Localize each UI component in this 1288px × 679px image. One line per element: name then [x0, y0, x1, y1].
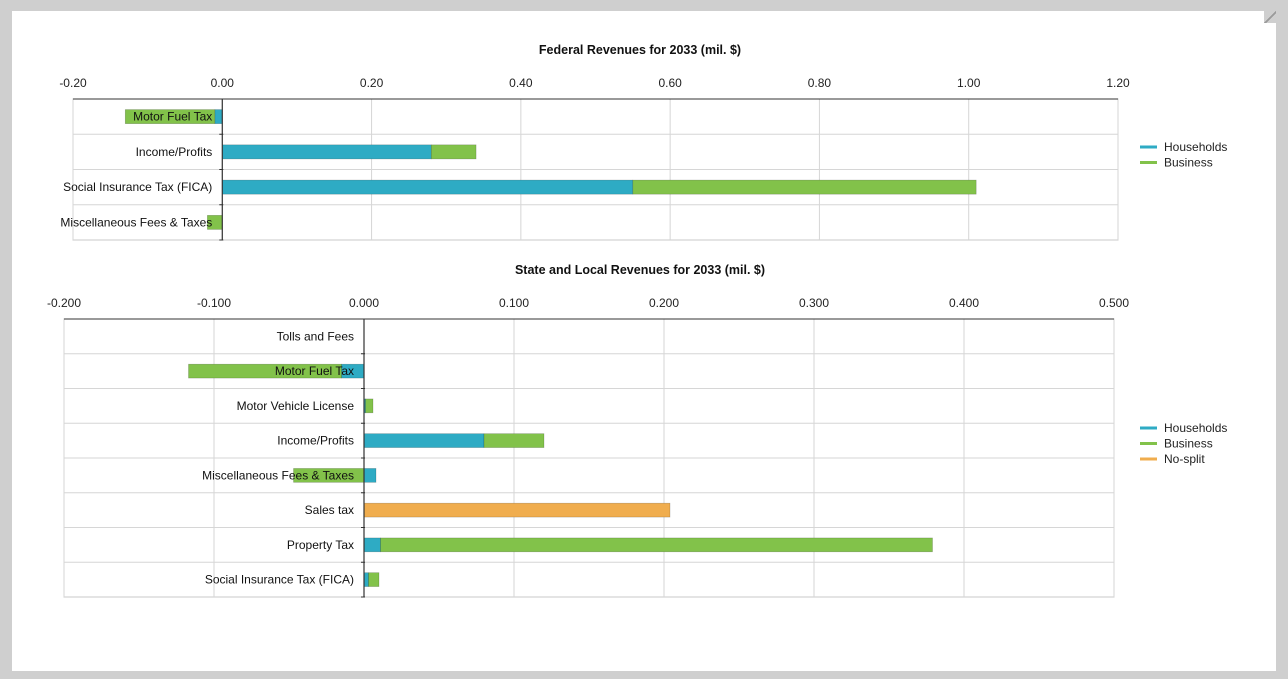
x-tick-label: 0.60 — [658, 76, 682, 90]
x-tick-label: 1.00 — [957, 76, 981, 90]
bar-households — [214, 109, 223, 124]
category-label: Miscellaneous Fees & Taxes — [60, 215, 212, 229]
bar-business — [365, 398, 374, 414]
bar-households — [363, 433, 485, 448]
bar-business — [483, 433, 545, 448]
x-tick-label: -0.200 — [47, 296, 81, 310]
x-tick-label: 0.00 — [211, 76, 235, 90]
x-tick-label: 0.400 — [949, 296, 979, 310]
bar-households — [363, 537, 381, 553]
category-label: Tolls and Fees — [277, 329, 354, 343]
bar-no-split — [363, 502, 671, 518]
category-label: Motor Fuel Tax — [275, 364, 354, 378]
legend-label: Households — [1164, 421, 1227, 435]
bar-business — [380, 537, 933, 553]
x-tick-label: 1.20 — [1106, 76, 1130, 90]
bar-households — [221, 179, 634, 195]
charts-svg: Federal Revenues for 2033 (mil. $)-0.20 0… — [47, 43, 1227, 598]
x-tick-label: 0.40 — [509, 76, 533, 90]
legend-label: No-split — [1164, 452, 1205, 466]
category-label: Property Tax — [287, 538, 354, 552]
chart-title: State and Local Revenues for 2033 (mil. … — [515, 263, 765, 277]
bar-business — [430, 144, 477, 160]
x-tick-label: 0.300 — [799, 296, 829, 310]
x-tick-label: 0.80 — [808, 76, 832, 90]
bar-business — [368, 572, 380, 587]
x-tick-label: 0.000 — [349, 296, 379, 310]
chart-canvas: Federal Revenues for 2033 (mil. $) -0.20 0… — [12, 11, 1276, 671]
bar-households — [363, 468, 377, 483]
legend-label: Business — [1164, 437, 1213, 451]
category-label: Sales tax — [305, 503, 354, 517]
chart-title: Federal Revenues for 2033 (mil. $) — [539, 43, 741, 57]
bar-households — [363, 572, 369, 587]
category-label: Miscellaneous Fees & Taxes — [202, 468, 354, 482]
bar-business — [632, 179, 977, 195]
legend-label: Households — [1164, 140, 1227, 154]
x-tick-label: -0.20 — [59, 76, 87, 90]
category-label: Social Insurance Tax (FICA) — [63, 180, 212, 194]
category-label: Income/Profits — [136, 145, 213, 159]
category-label: Income/Profits — [277, 434, 354, 448]
resize-corner-icon[interactable] — [1264, 11, 1276, 23]
category-label: Motor Vehicle License — [237, 399, 355, 413]
x-tick-label: -0.100 — [197, 296, 231, 310]
bar-business — [124, 109, 216, 124]
x-tick-label: 0.20 — [360, 76, 384, 90]
category-label: Motor Fuel Tax — [133, 110, 212, 124]
x-tick-label: 0.100 — [499, 296, 529, 310]
category-label: Social Insurance Tax (FICA) — [205, 573, 354, 587]
legend-label: Business — [1164, 156, 1213, 170]
x-tick-label: 0.200 — [649, 296, 679, 310]
x-tick-label: 0.500 — [1099, 296, 1129, 310]
bar-business — [188, 363, 342, 379]
bar-households — [221, 144, 432, 160]
